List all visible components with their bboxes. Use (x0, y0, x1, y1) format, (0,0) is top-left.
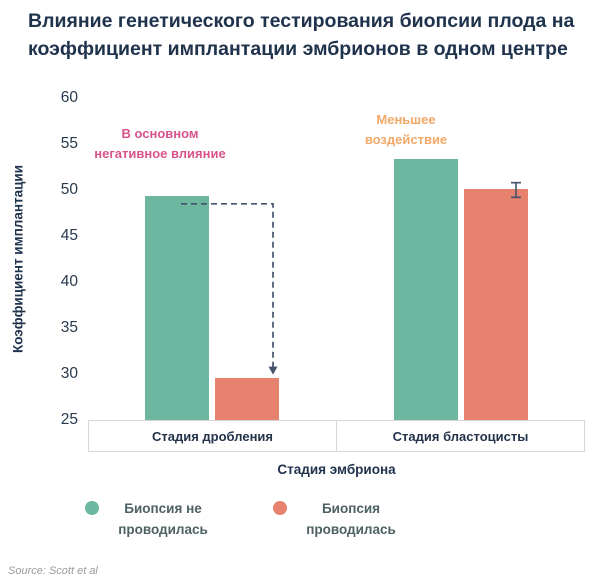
legend-label-biopsy: Биопсия проводилась (306, 501, 396, 537)
y-tick-label: 35 (60, 319, 78, 336)
legend-item-biopsy: Биопсия проводилась (273, 498, 405, 540)
y-tick-label: 30 (60, 365, 78, 382)
chart-title-line1: Влияние генетического тестирования биопс… (28, 10, 575, 32)
plot-area (88, 98, 585, 420)
bar-biopsy (215, 377, 279, 420)
legend-swatch-no-biopsy-icon (85, 501, 99, 515)
x-axis-title: Стадия эмбриона (277, 462, 396, 477)
annotation-less-impact: Меньшее воздействие (364, 112, 448, 147)
category-label-blastocyst: Стадия бластоцисты (337, 420, 585, 452)
chart-title: Влияние генетического тестирования биопс… (28, 7, 603, 63)
y-tick-label: 55 (60, 135, 78, 152)
y-axis-label: Коэффициент имплантации (10, 164, 26, 354)
y-tick-label: 50 (60, 181, 78, 198)
bar-group-blastocyst (337, 98, 585, 420)
bar-no-biopsy (145, 196, 209, 420)
x-axis-band: Стадия дробления Стадия бластоцисты (88, 420, 585, 452)
bar-no-biopsy (394, 158, 458, 420)
legend-swatch-biopsy-icon (273, 501, 287, 515)
y-tick-label: 60 (60, 89, 78, 106)
y-tick-label: 45 (60, 227, 78, 244)
legend-item-no-biopsy: Биопсия не проводилась (85, 498, 217, 540)
legend-label-no-biopsy: Биопсия не проводилась (118, 501, 208, 537)
chart-title-line2: коэффициент имплантации эмбрионов в одно… (28, 38, 568, 60)
category-label-cleavage: Стадия дробления (88, 420, 337, 452)
chart-area: Коэффициент имплантации 25 30 35 40 45 50 55 60… (0, 88, 611, 456)
y-tick-label: 40 (60, 273, 78, 290)
bar-biopsy (464, 189, 528, 420)
source-attribution: Source: Scott et al (8, 565, 98, 577)
annotation-negative-impact: В основном негативное влияние (94, 126, 226, 161)
legend: Биопсия не проводилась Биопсия проводила… (10, 498, 480, 540)
y-tick-label: 25 (60, 411, 78, 428)
